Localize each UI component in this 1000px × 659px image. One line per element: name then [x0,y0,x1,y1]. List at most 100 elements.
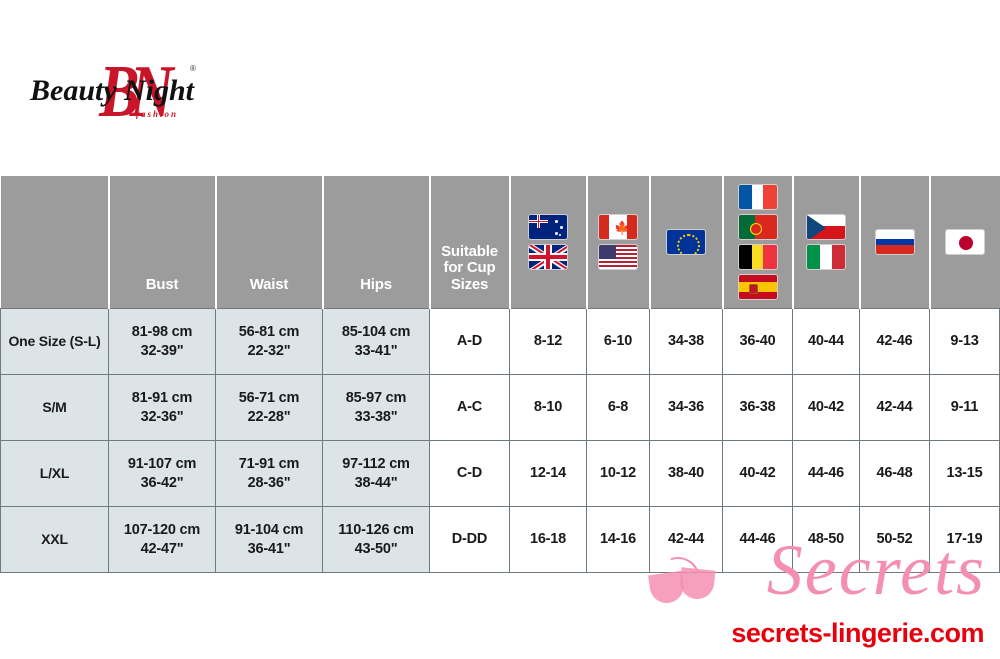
flag-australia-icon [528,214,568,240]
cell-jp: 9-11 [929,374,1000,441]
cell-waist: 71-91 cm 28-36" [215,440,323,507]
cell-bust-in: 32-39" [140,342,184,359]
cell-au-uk: 8-10 [509,374,587,441]
header-flags-czech-italy [792,176,861,309]
flag-portugal-icon [737,214,778,240]
cell-bust: 81-98 cm 32-39" [108,308,216,375]
brand-name-night: Night [124,74,195,107]
cell-hips: 85-104 cm 33-41" [322,308,430,375]
brand-name-beauty: Beauty [30,74,117,107]
cell-jp: 17-19 [929,506,1000,573]
cell-jp: 13-15 [929,440,1000,507]
size-chart-table: Bust Waist Hips Suitable for Cup Sizes [0,176,1000,573]
cell-cup: D-DD [429,506,510,573]
cell-hips-cm: 85-104 cm [341,324,411,341]
cell-eu: 34-38 [649,308,723,375]
header-flag-japan [929,176,1000,309]
flag-usa-icon [598,244,638,270]
cell-ru: 50-52 [859,506,930,573]
cell-waist-in: 22-32" [247,342,291,359]
cell-cup: A-C [429,374,510,441]
watermark-script-text: Secrets [766,530,986,610]
cell-eu: 34-36 [649,374,723,441]
header-waist: Waist [215,176,324,309]
cell-waist: 56-71 cm 22-28" [215,374,323,441]
cell-cup: C-D [429,440,510,507]
cell-ru: 46-48 [859,440,930,507]
cell-hips-in: 33-41" [354,342,398,359]
table-row: S/M 81-91 cm 32-36" 56-71 cm 22-28" 85-9… [0,374,1000,441]
cell-bust: 107-120 cm 42-47" [108,506,216,573]
cell-waist-in: 28-36" [247,474,291,491]
cell-fr-pt-be-es: 36-40 [722,308,793,375]
flag-european-union-icon [666,229,706,255]
cell-ru: 42-46 [859,308,930,375]
cell-ca-us: 10-12 [586,440,650,507]
cell-eu: 38-40 [649,440,723,507]
watermark: Secrets secrets-lingerie.com [630,530,990,651]
cell-hips-in: 43-50" [354,540,398,557]
cell-waist-cm: 56-71 cm [238,390,300,407]
flag-czech-republic-icon [806,214,846,240]
cell-bust: 81-91 cm 32-36" [108,374,216,441]
header-cup-sizes: Suitable for Cup Sizes [429,176,511,309]
cell-au-uk: 12-14 [509,440,587,507]
cell-jp: 9-13 [929,308,1000,375]
cell-waist: 91-104 cm 36-41" [215,506,323,573]
table-row: One Size (S-L) 81-98 cm 32-39" 56-81 cm … [0,308,1000,375]
brand-monogram: BN [99,51,173,133]
header-bust: Bust [108,176,217,309]
cell-hips: 85-97 cm 33-38" [322,374,430,441]
cell-hips-cm: 110-126 cm [338,522,414,539]
cell-hips-cm: 97-112 cm [342,456,410,473]
watermark-url: secrets-lingerie.com [731,618,984,648]
cell-cz-it: 40-42 [792,374,860,441]
cell-ca-us: 6-10 [586,308,650,375]
brand-tagline: fashion [136,109,179,119]
registered-trademark-icon: ® [190,64,196,73]
cell-waist-in: 22-28" [247,408,291,425]
cell-fr-pt-be-es: 36-38 [722,374,793,441]
flag-united-kingdom-icon [528,244,568,270]
cell-ca-us: 6-8 [586,374,650,441]
cell-waist-cm: 91-104 cm [234,522,304,539]
cell-hips: 97-112 cm 38-44" [322,440,430,507]
cell-waist-in: 36-41" [247,540,291,557]
cell-bust-cm: 107-120 cm [123,522,201,539]
flag-belgium-icon [737,244,778,270]
cell-size: XXL [0,506,109,573]
header-flag-russia [859,176,931,309]
cell-waist-cm: 56-81 cm [238,324,300,341]
cell-fr-pt-be-es: 40-42 [722,440,793,507]
cell-hips: 110-126 cm 43-50" [322,506,430,573]
flag-canada-icon: 🍁 [598,214,638,240]
cell-cz-it: 44-46 [792,440,860,507]
cell-hips-in: 38-44" [354,474,398,491]
cell-cup: A-D [429,308,510,375]
cell-au-uk: 16-18 [509,506,587,573]
cell-hips-cm: 85-97 cm [345,390,407,407]
flag-france-icon [737,184,778,210]
header-flag-european-union [649,176,724,309]
cell-bust-in: 42-47" [140,540,184,557]
cell-bust-cm: 81-91 cm [131,390,193,407]
cell-au-uk: 8-12 [509,308,587,375]
cell-size: S/M [0,374,109,441]
table-header-row: Bust Waist Hips Suitable for Cup Sizes [0,176,1000,309]
cell-bust-in: 32-36" [140,408,184,425]
cell-size: One Size (S-L) [0,308,109,375]
flag-spain-icon [737,274,778,300]
cell-size: L/XL [0,440,109,507]
cell-ru: 42-44 [859,374,930,441]
header-flags-france-portugal-belgium-spain [722,176,794,309]
cell-cz-it: 40-44 [792,308,860,375]
cell-cz-it: 48-50 [792,506,860,573]
cell-waist: 56-81 cm 22-32" [215,308,323,375]
flag-italy-icon [806,244,846,270]
table-row: L/XL 91-107 cm 36-42" 71-91 cm 28-36" 97… [0,440,1000,507]
cell-bust-cm: 91-107 cm [127,456,197,473]
header-hips: Hips [322,176,431,309]
flag-russia-icon [874,229,915,255]
table-body: One Size (S-L) 81-98 cm 32-39" 56-81 cm … [0,308,1000,573]
cell-bust: 91-107 cm 36-42" [108,440,216,507]
